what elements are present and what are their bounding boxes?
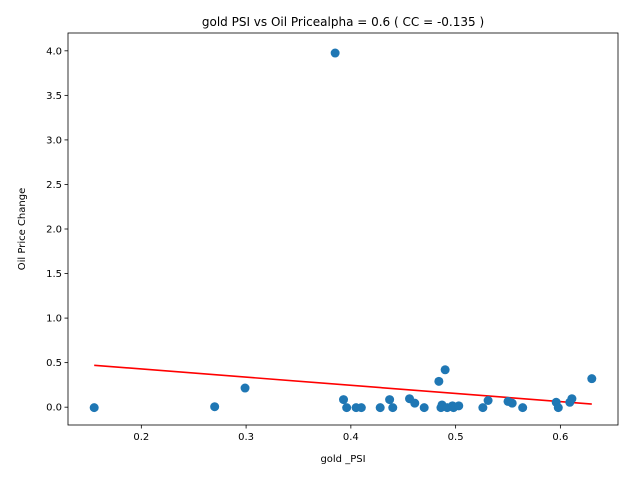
scatter-point [454, 401, 464, 411]
x-tick-label: 0.5 [448, 432, 464, 443]
scatter-point [440, 365, 450, 375]
chart-title: gold PSI vs Oil Pricealpha = 0.6 ( CC = … [202, 15, 484, 29]
x-tick-label: 0.2 [133, 432, 149, 443]
scatter-point [434, 376, 444, 386]
y-tick-label: 3.0 [46, 135, 62, 146]
scatter-point [342, 403, 352, 413]
plot-frame [67, 32, 619, 426]
scatter-point [410, 398, 420, 408]
scatter-point [89, 403, 99, 413]
data-points-group [89, 48, 597, 413]
scatter-point [507, 398, 517, 408]
scatter-point [419, 403, 429, 413]
y-tick-label: 0.5 [46, 358, 62, 369]
scatter-point [553, 403, 563, 413]
scatter-point [587, 374, 597, 384]
y-tick-label: 2.5 [46, 180, 62, 191]
scatter-point [518, 403, 528, 413]
scatter-point [330, 48, 340, 58]
x-tick-label: 0.3 [238, 432, 254, 443]
y-axis-label: Oil Price Change [17, 188, 28, 270]
x-tick-label: 0.6 [552, 432, 568, 443]
scatter-point [567, 394, 577, 404]
scatter-point [375, 403, 385, 413]
x-tick-label: 0.4 [343, 432, 359, 443]
y-tick-label: 1.5 [46, 269, 62, 280]
y-tick-label: 4.0 [46, 46, 62, 57]
scatter-point [240, 383, 250, 393]
x-axis-label: gold _PSI [320, 454, 365, 465]
scatter-point [388, 403, 398, 413]
y-tick-label: 3.5 [46, 91, 62, 102]
scatter-point [385, 395, 395, 405]
scatter-point [356, 403, 366, 413]
y-tick-label: 0.0 [46, 403, 62, 414]
scatter-point [210, 402, 220, 412]
scatter-point [483, 396, 493, 405]
scatter-point [478, 403, 488, 413]
y-tick-label: 2.0 [46, 225, 62, 236]
scatter-point [339, 395, 349, 405]
axis-ticks: 0.2 0.3 0.4 0.5 0.6 0.0 0.5 1.0 1.5 2.0 2.5 3.0 3.5 4… [46, 46, 568, 443]
y-tick-label: 1.0 [46, 314, 62, 325]
